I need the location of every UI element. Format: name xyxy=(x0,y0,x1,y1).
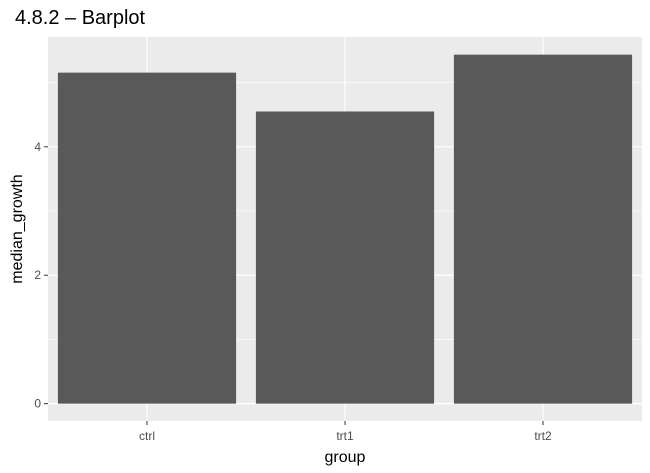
bar-ctrl xyxy=(57,72,237,404)
y-axis-title: median_growth xyxy=(9,174,26,283)
x-axis-title: group xyxy=(325,449,366,466)
y-tick-label: 2 xyxy=(34,268,41,282)
y-axis: 0 2 4 xyxy=(34,140,48,411)
chart-title: 4.8.2 – Barplot xyxy=(15,7,146,29)
bar-trt1 xyxy=(255,111,435,404)
bars xyxy=(57,54,633,404)
bar-trt2 xyxy=(453,54,633,404)
x-tick-label: ctrl xyxy=(139,429,155,443)
y-tick-label: 4 xyxy=(34,140,41,154)
x-tick-label: trt2 xyxy=(534,429,552,443)
x-axis: ctrl trt1 trt2 xyxy=(139,421,552,443)
y-tick-label: 0 xyxy=(34,397,41,411)
x-tick-label: trt1 xyxy=(336,429,354,443)
